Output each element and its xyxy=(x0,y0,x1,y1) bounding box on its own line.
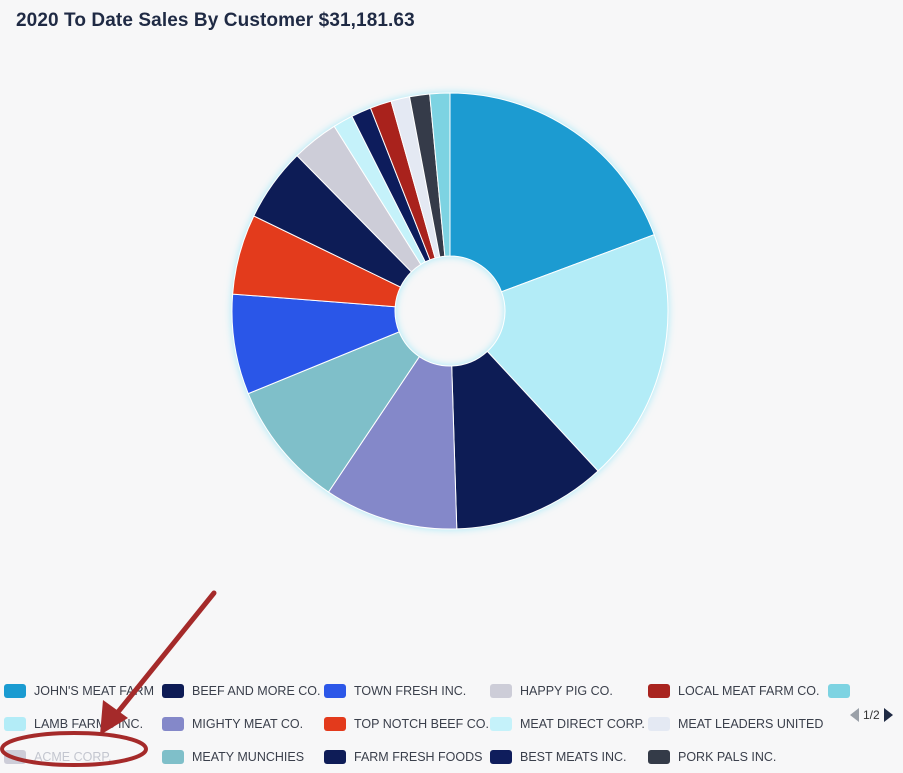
legend-label: MEAT DIRECT CORP. xyxy=(520,716,645,731)
legend-swatch xyxy=(4,716,26,731)
legend-item[interactable]: PORK PALS INC. xyxy=(648,749,828,764)
legend-label: ACME CORP. xyxy=(34,749,112,764)
legend-item[interactable] xyxy=(828,683,858,698)
legend-item[interactable]: JOHN'S MEAT FARM xyxy=(4,683,162,698)
legend-swatch xyxy=(162,749,184,764)
legend-label: MEAT LEADERS UNITED xyxy=(678,716,824,731)
legend-label: JOHN'S MEAT FARM xyxy=(34,683,154,698)
legend-item[interactable]: TOP NOTCH BEEF CO. xyxy=(324,716,490,731)
legend-swatch xyxy=(648,749,670,764)
legend-item[interactable]: HAPPY PIG CO. xyxy=(490,683,648,698)
chart-legend: JOHN'S MEAT FARM BEEF AND MORE CO. TOWN FR… xyxy=(4,674,850,773)
pie-slice-0[interactable] xyxy=(449,92,655,293)
legend-swatch xyxy=(490,716,512,731)
legend-label: HAPPY PIG CO. xyxy=(520,683,613,698)
legend-label: LAMB FARMS INC. xyxy=(34,716,144,731)
legend-label: LOCAL MEAT FARM CO. xyxy=(678,683,820,698)
pie-slice-4[interactable] xyxy=(247,331,421,493)
legend-label: TOP NOTCH BEEF CO. xyxy=(354,716,489,731)
legend-swatch xyxy=(648,683,670,698)
previous-page-icon[interactable] xyxy=(850,708,859,722)
legend-swatch xyxy=(648,716,670,731)
legend-item[interactable]: MEAT LEADERS UNITED xyxy=(648,716,828,731)
legend-swatch xyxy=(324,716,346,731)
legend-item[interactable]: MEATY MUNCHIES xyxy=(162,749,324,764)
pie-slice-2[interactable] xyxy=(451,350,599,530)
legend-row: JOHN'S MEAT FARM BEEF AND MORE CO. TOWN FR… xyxy=(4,674,850,707)
legend-row: ACME CORP. MEATY MUNCHIES FARM FRESH FOODS… xyxy=(4,740,844,773)
legend-pager: 1/2 xyxy=(850,708,893,722)
legend-label: BEEF AND MORE CO. xyxy=(192,683,321,698)
legend-label: FARM FRESH FOODS xyxy=(354,749,483,764)
legend-item[interactable]: MEAT DIRECT CORP. xyxy=(490,716,648,731)
legend-swatch xyxy=(4,683,26,698)
legend-swatch xyxy=(828,683,850,698)
donut-chart xyxy=(231,92,669,530)
legend-swatch xyxy=(324,683,346,698)
pie-slice-3[interactable] xyxy=(327,355,458,530)
legend-swatch xyxy=(4,749,26,764)
legend-page-number: 1/2 xyxy=(863,708,880,722)
legend-label: BEST MEATS INC. xyxy=(520,749,627,764)
legend-swatch xyxy=(162,683,184,698)
legend-swatch xyxy=(162,716,184,731)
legend-label: MIGHTY MEAT CO. xyxy=(192,716,304,731)
legend-label: PORK PALS INC. xyxy=(678,749,777,764)
chart-title: 2020 To Date Sales By Customer $31,181.6… xyxy=(16,10,415,31)
legend-item[interactable]: BEST MEATS INC. xyxy=(490,749,648,764)
legend-label: MEATY MUNCHIES xyxy=(192,749,305,764)
next-page-icon[interactable] xyxy=(883,708,893,722)
legend-item[interactable]: TOWN FRESH INC. xyxy=(324,683,490,698)
legend-item[interactable]: LOCAL MEAT FARM CO. xyxy=(648,683,828,698)
legend-item[interactable]: FARM FRESH FOODS xyxy=(324,749,490,764)
pie-slice-1[interactable] xyxy=(486,234,669,472)
pie-slice-14[interactable] xyxy=(429,92,451,257)
legend-item[interactable]: MIGHTY MEAT CO. xyxy=(162,716,324,731)
legend-label: TOWN FRESH INC. xyxy=(354,683,467,698)
legend-item[interactable]: LAMB FARMS INC. xyxy=(4,716,162,731)
legend-row: LAMB FARMS INC. MIGHTY MEAT CO. TOP NOTCH … xyxy=(4,707,844,740)
legend-item[interactable]: ACME CORP. xyxy=(4,749,162,764)
legend-swatch xyxy=(490,749,512,764)
legend-swatch xyxy=(324,749,346,764)
legend-item[interactable]: BEEF AND MORE CO. xyxy=(162,683,324,698)
legend-swatch xyxy=(490,683,512,698)
